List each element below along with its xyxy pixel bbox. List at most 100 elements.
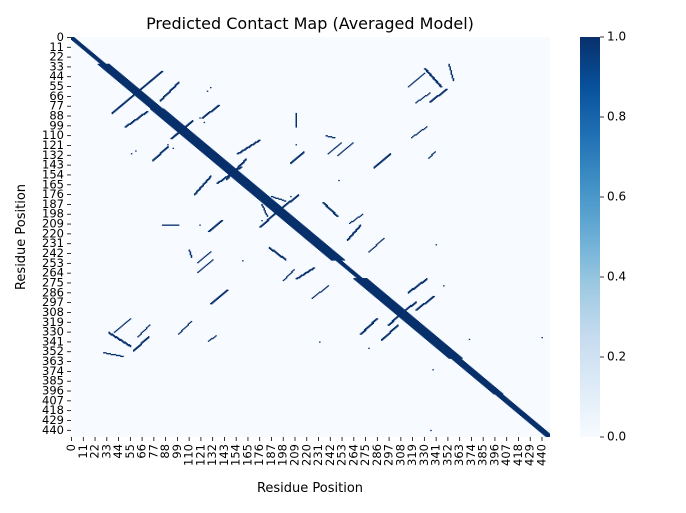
diagonal-contact-cell <box>170 114 172 116</box>
diagonal-contact-cell <box>545 435 548 437</box>
diagonal-contact-cell <box>233 177 235 179</box>
diagonal-contact-cell <box>228 173 230 175</box>
diagonal-contact-cell <box>341 261 343 263</box>
diagonal-contact-cell <box>189 135 192 137</box>
contact-cell <box>167 93 169 95</box>
diagonal-contact-cell <box>323 245 325 247</box>
diagonal-contact-cell <box>453 353 456 356</box>
diagonal-contact-cell <box>186 132 188 134</box>
diagonal-contact-cell <box>296 230 299 233</box>
diagonal-contact-cell <box>496 390 499 392</box>
diagonal-contact-cell <box>389 302 392 304</box>
diagonal-contact-cell <box>267 196 270 199</box>
diagonal-contact-cell <box>315 242 318 244</box>
diagonal-contact-cell <box>108 63 110 66</box>
diagonal-contact-cell <box>78 45 80 47</box>
diagonal-contact-cell <box>382 296 384 299</box>
diagonal-contact-cell <box>215 155 217 158</box>
diagonal-contact-cell <box>246 179 248 182</box>
diagonal-contact-cell <box>467 368 470 370</box>
diagonal-contact-cell <box>159 110 162 112</box>
diagonal-contact-cell <box>430 336 432 338</box>
diagonal-contact-cell <box>288 216 290 218</box>
diagonal-contact-cell <box>224 163 227 166</box>
diagonal-contact-cell <box>461 359 463 361</box>
diagonal-contact-cell <box>463 364 465 366</box>
diagonal-contact-cell <box>459 355 461 358</box>
diagonal-contact-cell <box>317 243 320 245</box>
diagonal-contact-cell <box>493 392 495 394</box>
diagonal-contact-cell <box>278 209 280 211</box>
diagonal-contact-cell <box>475 370 477 373</box>
diagonal-contact-cell <box>524 414 526 416</box>
diagonal-contact-cell <box>366 287 368 289</box>
diagonal-contact-cell <box>241 178 243 180</box>
diagonal-contact-cell <box>73 38 75 41</box>
diagonal-contact-cell <box>285 219 288 221</box>
diagonal-contact-cell <box>321 247 323 249</box>
diagonal-contact-cell <box>136 93 138 95</box>
diagonal-contact-cell <box>440 343 443 345</box>
diagonal-contact-cell <box>219 155 222 158</box>
diagonal-contact-cell <box>315 243 318 245</box>
diagonal-contact-cell <box>340 260 342 262</box>
diagonal-contact-cell <box>283 210 286 212</box>
diagonal-contact-cell <box>137 96 139 99</box>
diagonal-contact-cell <box>297 220 300 223</box>
diagonal-contact-cell <box>417 320 419 323</box>
diagonal-contact-cell <box>389 299 392 301</box>
diagonal-contact-cell <box>196 137 198 140</box>
diagonal-contact-cell <box>475 378 477 380</box>
diagonal-contact-cell <box>281 216 284 218</box>
diagonal-contact-cell <box>142 99 145 101</box>
diagonal-contact-cell <box>442 352 444 354</box>
diagonal-contact-cell <box>243 181 245 183</box>
diagonal-contact-cell <box>176 130 179 133</box>
diagonal-contact-cell <box>131 92 134 94</box>
diagonal-contact-cell <box>219 158 222 160</box>
diagonal-contact-cell <box>356 278 358 281</box>
diagonal-contact-cell <box>397 312 399 314</box>
diagonal-contact-cell <box>365 287 367 289</box>
diagonal-contact-cell <box>427 339 429 341</box>
diagonal-contact-cell <box>427 331 429 333</box>
diagonal-contact-cell <box>508 400 510 402</box>
diagonal-contact-cell <box>469 368 472 370</box>
diagonal-contact-cell <box>263 200 265 202</box>
diagonal-contact-cell <box>223 161 226 163</box>
diagonal-contact-cell <box>207 153 210 155</box>
contact-cell <box>127 99 130 101</box>
diagonal-contact-cell <box>238 172 241 174</box>
diagonal-contact-cell <box>191 132 194 134</box>
diagonal-contact-cell <box>312 234 315 236</box>
diagonal-contact-cell <box>100 64 103 66</box>
diagonal-contact-cell <box>330 249 333 251</box>
diagonal-contact-cell <box>321 250 323 252</box>
diagonal-contact-cell <box>300 226 303 228</box>
diagonal-contact-cell <box>382 299 384 301</box>
diagonal-contact-cell <box>542 429 544 432</box>
diagonal-contact-cell <box>190 140 193 142</box>
diagonal-contact-cell <box>111 71 114 74</box>
diagonal-contact-cell <box>411 324 413 326</box>
diagonal-contact-cell <box>131 83 134 85</box>
diagonal-contact-cell <box>425 337 428 340</box>
diagonal-contact-cell <box>164 113 166 116</box>
diagonal-contact-cell <box>408 317 411 319</box>
diagonal-contact-cell <box>362 278 365 280</box>
diagonal-contact-cell <box>210 149 212 151</box>
diagonal-contact-cell <box>452 350 455 352</box>
diagonal-contact-cell <box>427 330 429 333</box>
diagonal-contact-cell <box>523 415 525 417</box>
diagonal-contact-cell <box>358 276 361 278</box>
diagonal-contact-cell <box>263 196 265 199</box>
contact-cell <box>113 111 116 113</box>
diagonal-contact-cell <box>290 219 292 221</box>
diagonal-contact-cell <box>144 94 147 96</box>
diagonal-contact-cell <box>288 215 290 217</box>
diagonal-contact-cell <box>112 74 115 76</box>
diagonal-contact-cell <box>350 271 352 274</box>
diagonal-contact-cell <box>249 187 252 190</box>
diagonal-contact-cell <box>523 413 525 416</box>
contact-cell <box>144 112 147 115</box>
